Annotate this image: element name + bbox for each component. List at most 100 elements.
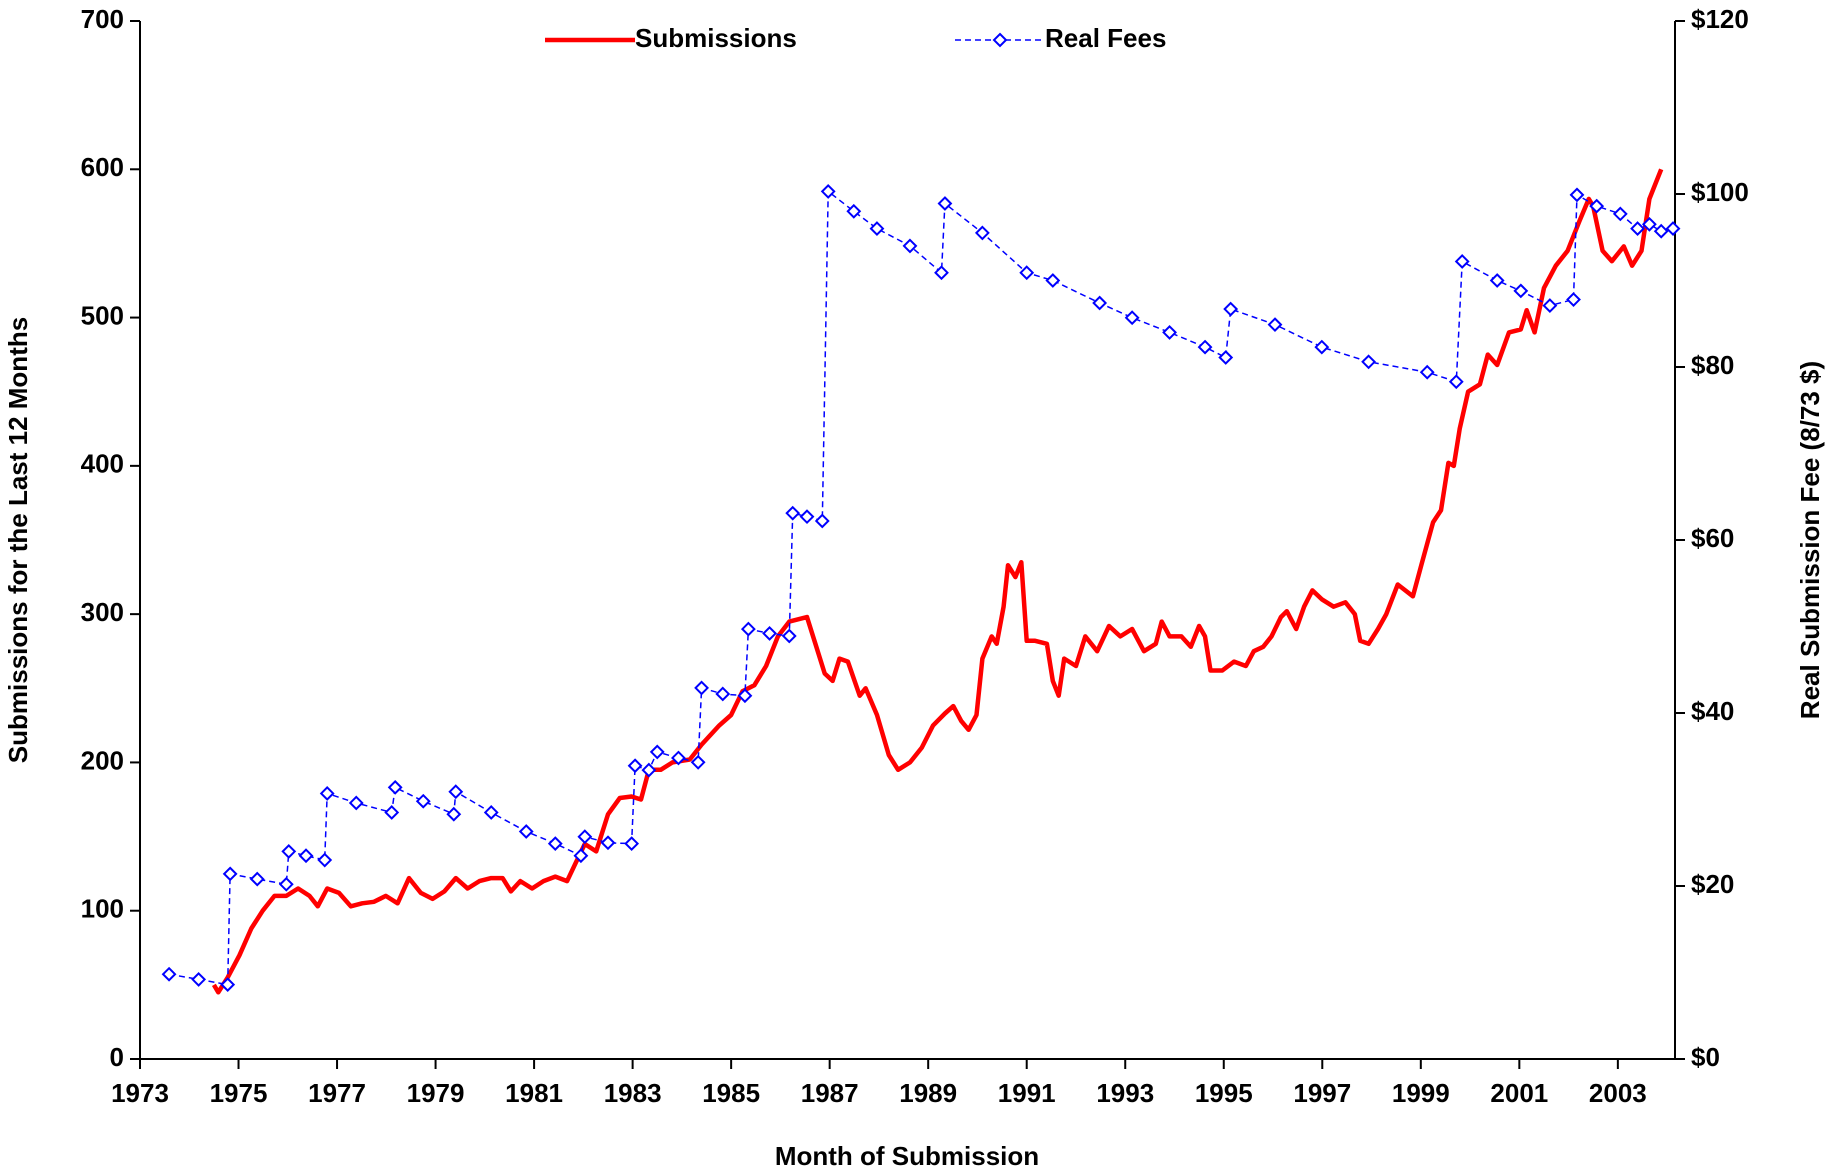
marker — [577, 829, 593, 845]
marker — [1612, 206, 1628, 222]
marker — [600, 835, 616, 851]
marker — [1653, 223, 1669, 239]
marker — [715, 686, 731, 702]
x-tick-label: 1979 — [407, 1078, 465, 1108]
x-axis-label: Month of Submission — [775, 1141, 1039, 1171]
marker — [191, 972, 207, 987]
marker — [1641, 216, 1657, 232]
marker — [846, 203, 862, 219]
x-tick-label: 1991 — [998, 1078, 1056, 1108]
y-tick-label: 300 — [81, 597, 124, 627]
marker — [641, 762, 657, 778]
marker — [649, 744, 665, 760]
marker — [1448, 374, 1464, 390]
marker — [820, 183, 836, 199]
y2-tick-label: $80 — [1691, 350, 1734, 380]
marker — [690, 754, 706, 770]
y2-tick-label: $40 — [1691, 696, 1734, 726]
marker — [1124, 310, 1140, 326]
y2-tick-label: $100 — [1691, 177, 1749, 207]
marker — [1162, 324, 1177, 340]
marker — [799, 509, 815, 525]
x-tick-label: 1987 — [801, 1078, 859, 1108]
marker — [220, 977, 236, 993]
marker — [1589, 198, 1605, 214]
x-tick-label: 2001 — [1490, 1078, 1548, 1108]
marker — [387, 779, 403, 795]
marker — [1092, 295, 1108, 311]
marker — [446, 806, 462, 822]
marker — [222, 866, 238, 882]
marker — [937, 196, 953, 211]
marker — [934, 265, 949, 281]
marker — [737, 688, 753, 704]
marker — [740, 621, 756, 637]
marker — [974, 225, 990, 241]
marker — [415, 793, 431, 809]
marker — [483, 805, 499, 820]
x-tick-label: 1983 — [604, 1078, 662, 1108]
marker — [1218, 350, 1234, 365]
marker — [1419, 364, 1435, 380]
marker — [281, 843, 297, 859]
marker — [1542, 298, 1558, 313]
marker — [249, 871, 265, 887]
y2-axis-label: Real Submission Fee (8/73 $) — [1795, 361, 1825, 719]
y-tick-label: 200 — [81, 745, 124, 775]
y2-tick-label: $0 — [1691, 1042, 1720, 1072]
marker — [547, 836, 563, 852]
marker — [573, 848, 589, 864]
x-tick-label: 1973 — [111, 1078, 169, 1108]
marker — [869, 221, 885, 237]
marker — [1630, 221, 1645, 237]
marker — [1665, 221, 1681, 237]
x-tick-label: 1977 — [308, 1078, 366, 1108]
x-tick-label: 1997 — [1293, 1078, 1351, 1108]
marker — [384, 805, 400, 820]
y-axis-label: Submissions for the Last 12 Months — [3, 317, 33, 763]
marker — [624, 836, 640, 852]
marker — [902, 238, 918, 254]
x-tick-label: 1989 — [899, 1078, 957, 1108]
marker — [1513, 283, 1529, 299]
y2-tick-label: $120 — [1691, 4, 1749, 34]
marker — [278, 876, 294, 892]
series-line — [168, 190, 1674, 986]
marker — [518, 824, 534, 839]
marker — [1267, 317, 1283, 333]
y2-tick-label: $60 — [1691, 523, 1734, 553]
marker — [1361, 354, 1377, 370]
x-tick-label: 1985 — [702, 1078, 760, 1108]
marker — [319, 786, 335, 801]
series-line — [211, 168, 1664, 995]
x-tick-label: 1999 — [1392, 1078, 1450, 1108]
marker — [781, 628, 797, 644]
x-tick-label: 1981 — [505, 1078, 563, 1108]
marker — [785, 505, 801, 521]
marker — [762, 626, 777, 641]
marker — [317, 852, 333, 868]
y-tick-label: 700 — [81, 4, 124, 34]
marker — [1454, 254, 1470, 269]
marker — [1489, 273, 1505, 288]
marker — [627, 758, 643, 774]
marker — [1045, 273, 1061, 288]
marker — [1197, 339, 1213, 355]
marker — [298, 848, 314, 864]
y-tick-label: 500 — [81, 300, 124, 330]
marker — [161, 966, 177, 982]
x-tick-label: 1993 — [1096, 1078, 1154, 1108]
y2-tick-label: $20 — [1691, 869, 1734, 899]
legend-label: Submissions — [635, 23, 797, 53]
x-tick-label: 1975 — [210, 1078, 268, 1108]
marker — [448, 784, 464, 800]
legend-label: Real Fees — [1045, 23, 1166, 53]
marker — [1223, 301, 1239, 317]
y-tick-label: 400 — [81, 449, 124, 479]
legend-marker — [992, 32, 1008, 48]
marker — [1569, 187, 1585, 203]
y-tick-label: 100 — [81, 894, 124, 924]
y-tick-label: 600 — [81, 152, 124, 182]
x-tick-label: 1995 — [1195, 1078, 1253, 1108]
